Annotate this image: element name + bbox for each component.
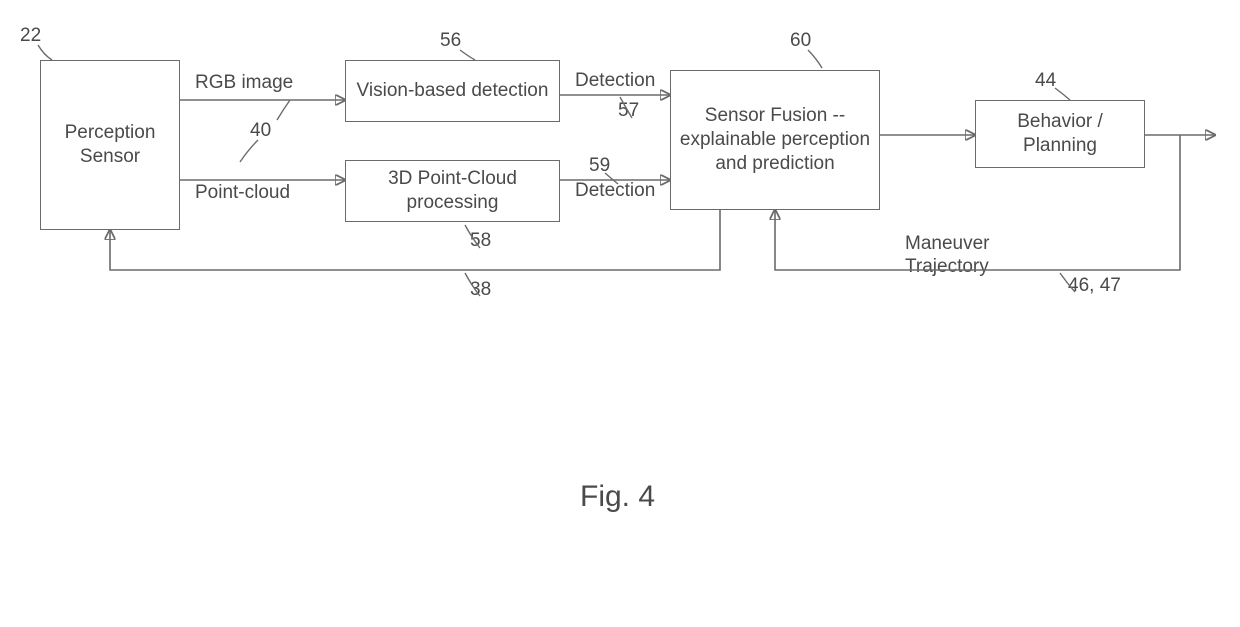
ref-detection-2: 59: [589, 155, 610, 177]
ref-perception: 22: [20, 25, 41, 47]
label-maneuver-trajectory: Maneuver Trajectory: [905, 233, 990, 279]
figure-caption: Fig. 4: [580, 480, 655, 514]
ref-feedback: 38: [470, 279, 491, 301]
ref-vision: 56: [440, 30, 461, 52]
label-detection-2: Detection: [575, 180, 655, 202]
ref-detection-1: 57: [618, 100, 639, 122]
ref-pointcloud: 58: [470, 230, 491, 252]
ref-rgb-pc-split: 40: [250, 120, 271, 142]
ref-planning: 44: [1035, 70, 1056, 92]
box-perception-sensor: Perception Sensor: [40, 60, 180, 230]
ref-fusion: 60: [790, 30, 811, 52]
box-behavior-planning: Behavior / Planning: [975, 100, 1145, 168]
ref-maneuver: 46, 47: [1068, 275, 1121, 297]
box-pointcloud-processing: 3D Point-Cloud processing: [345, 160, 560, 222]
label-detection-1: Detection: [575, 70, 655, 92]
label-point-cloud: Point-cloud: [195, 182, 290, 204]
box-vision-detection: Vision-based detection: [345, 60, 560, 122]
label-rgb-image: RGB image: [195, 72, 293, 94]
connectors-svg: [0, 0, 1240, 627]
box-sensor-fusion: Sensor Fusion -- explainable perception …: [670, 70, 880, 210]
diagram-stage: Perception Sensor Vision-based detection…: [0, 0, 1240, 627]
